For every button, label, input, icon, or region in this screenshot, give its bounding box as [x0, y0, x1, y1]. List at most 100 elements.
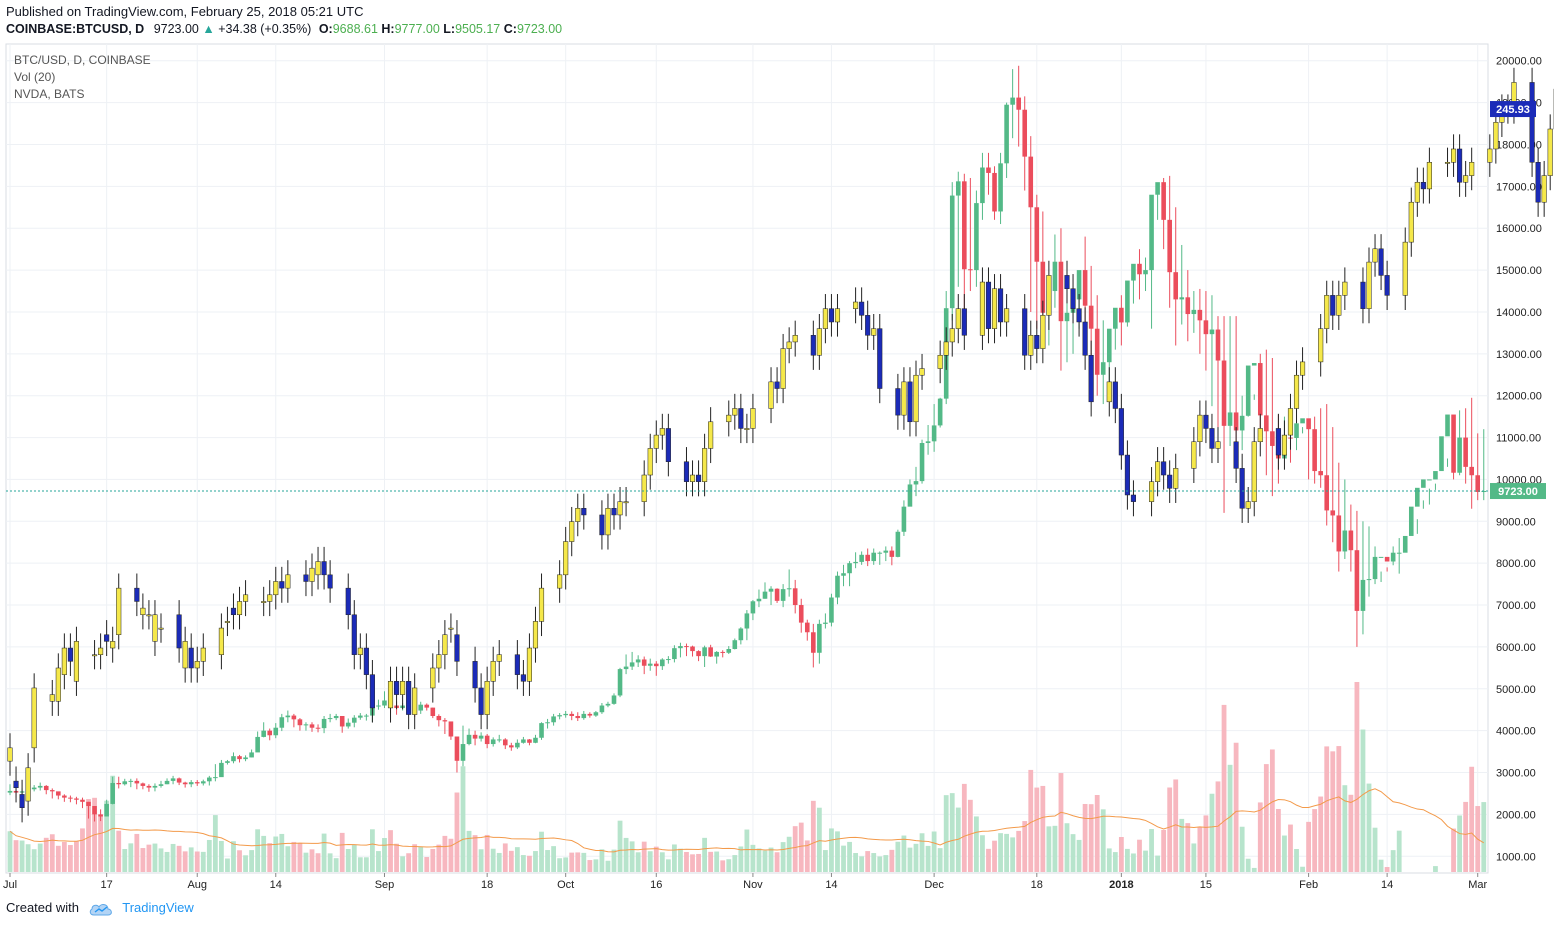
btc-candle	[1396, 552, 1402, 554]
btc-candle	[768, 588, 774, 592]
volume-bar	[13, 840, 19, 872]
volume-bar	[961, 783, 967, 872]
volume-bar	[1300, 866, 1305, 872]
nvda-candle	[1287, 408, 1294, 436]
nvda-candle	[744, 428, 750, 430]
volume-bar	[1263, 764, 1269, 872]
volume-bar	[327, 853, 333, 872]
volume-bar	[853, 853, 858, 872]
nvda-candle	[514, 654, 520, 675]
btc-candle	[551, 716, 556, 723]
volume-bar	[521, 855, 526, 872]
volume-bar	[1251, 867, 1257, 872]
volume-bar	[200, 851, 206, 872]
volume-bar	[1100, 809, 1106, 872]
volume-bar	[291, 841, 297, 872]
btc-candle	[641, 659, 647, 666]
volume-bar	[780, 842, 786, 872]
btc-candle	[1040, 261, 1046, 313]
low-value: 9505.17	[455, 22, 501, 36]
volume-bar	[1125, 848, 1130, 872]
nvda-candle	[110, 641, 116, 649]
nvda-candle	[1106, 381, 1112, 403]
btc-candle	[285, 715, 291, 718]
volume-bar	[1257, 802, 1263, 872]
volume-bar	[877, 856, 883, 872]
btc-candle	[1348, 530, 1354, 551]
volume-bar	[243, 855, 248, 872]
volume-bar	[823, 850, 828, 872]
price-chart[interactable]: 1000.00 2000.00 3000.00 4000.00 5000.00 6000.…	[0, 40, 1554, 892]
btc-candle	[1185, 297, 1191, 315]
nvda-candle	[1324, 295, 1330, 329]
volume-bar	[279, 833, 285, 872]
volume-bar	[418, 846, 424, 872]
btc-candle	[962, 181, 967, 270]
volume-bar	[98, 814, 103, 872]
nvda-candle	[146, 614, 152, 617]
volume-bar	[943, 795, 949, 872]
btc-candle	[738, 628, 744, 641]
volume-bar	[937, 848, 943, 872]
btc-candle	[376, 705, 381, 707]
nvda-candle	[430, 667, 436, 689]
btc-candle	[484, 735, 490, 745]
nvda-candle	[1366, 261, 1372, 309]
btc-candle	[593, 712, 599, 716]
btc-candle	[515, 742, 520, 748]
btc-candle	[351, 717, 357, 723]
volume-bar	[424, 857, 430, 872]
volume-bar	[400, 856, 405, 872]
volume-bar	[164, 851, 170, 872]
nvda-candle	[303, 574, 309, 582]
btc-candle	[1179, 297, 1185, 300]
volume-bar	[1179, 818, 1185, 872]
volume-bar	[539, 831, 544, 872]
volume-bar	[388, 830, 393, 872]
btc-candle	[472, 734, 478, 739]
volume-bar	[883, 855, 889, 872]
btc-candle	[1016, 97, 1021, 110]
btc-candle	[1433, 471, 1438, 480]
x-tick-label: 18	[481, 879, 493, 891]
tradingview-link[interactable]: TradingView	[122, 900, 194, 915]
volume-bar	[255, 829, 261, 872]
close-label: C:	[503, 22, 517, 36]
btc-candle	[1239, 415, 1245, 431]
btc-candle	[1415, 487, 1420, 507]
y-tick-label: 6000.00	[1496, 642, 1536, 654]
volume-bar	[1390, 850, 1396, 872]
volume-bar	[1457, 815, 1462, 872]
volume-bar	[436, 844, 442, 872]
nvda-candle	[768, 381, 774, 409]
volume-bar	[835, 831, 840, 872]
btc-candle	[1131, 263, 1136, 281]
nvda-candle	[134, 587, 140, 602]
btc-candle	[297, 719, 303, 726]
volume-bar	[351, 845, 357, 872]
btc-candle	[533, 737, 538, 743]
btc-candle	[871, 552, 877, 562]
btc-candle	[1161, 182, 1166, 220]
volume-bar	[176, 845, 182, 872]
btc-candle	[1312, 429, 1317, 472]
btc-candle	[877, 552, 883, 554]
volume-bar	[231, 841, 236, 872]
nvda-candle	[1275, 428, 1281, 456]
nvda-candle	[309, 567, 315, 582]
btc-candle	[708, 647, 713, 657]
volume-bar	[490, 848, 496, 872]
volume-bar	[611, 849, 617, 872]
btc-candle	[1439, 436, 1444, 472]
volume-bar	[696, 853, 701, 872]
volume-bar	[871, 853, 877, 872]
btc-candle	[219, 762, 224, 778]
volume-bar	[992, 840, 997, 872]
btc-candle	[883, 550, 889, 553]
y-tick-label: 2000.00	[1496, 809, 1536, 821]
btc-candle	[442, 720, 448, 722]
btc-candle	[1306, 418, 1311, 430]
volume-bar	[1372, 827, 1378, 872]
volume-bar	[1451, 828, 1456, 872]
nvda-candle	[1336, 295, 1342, 316]
